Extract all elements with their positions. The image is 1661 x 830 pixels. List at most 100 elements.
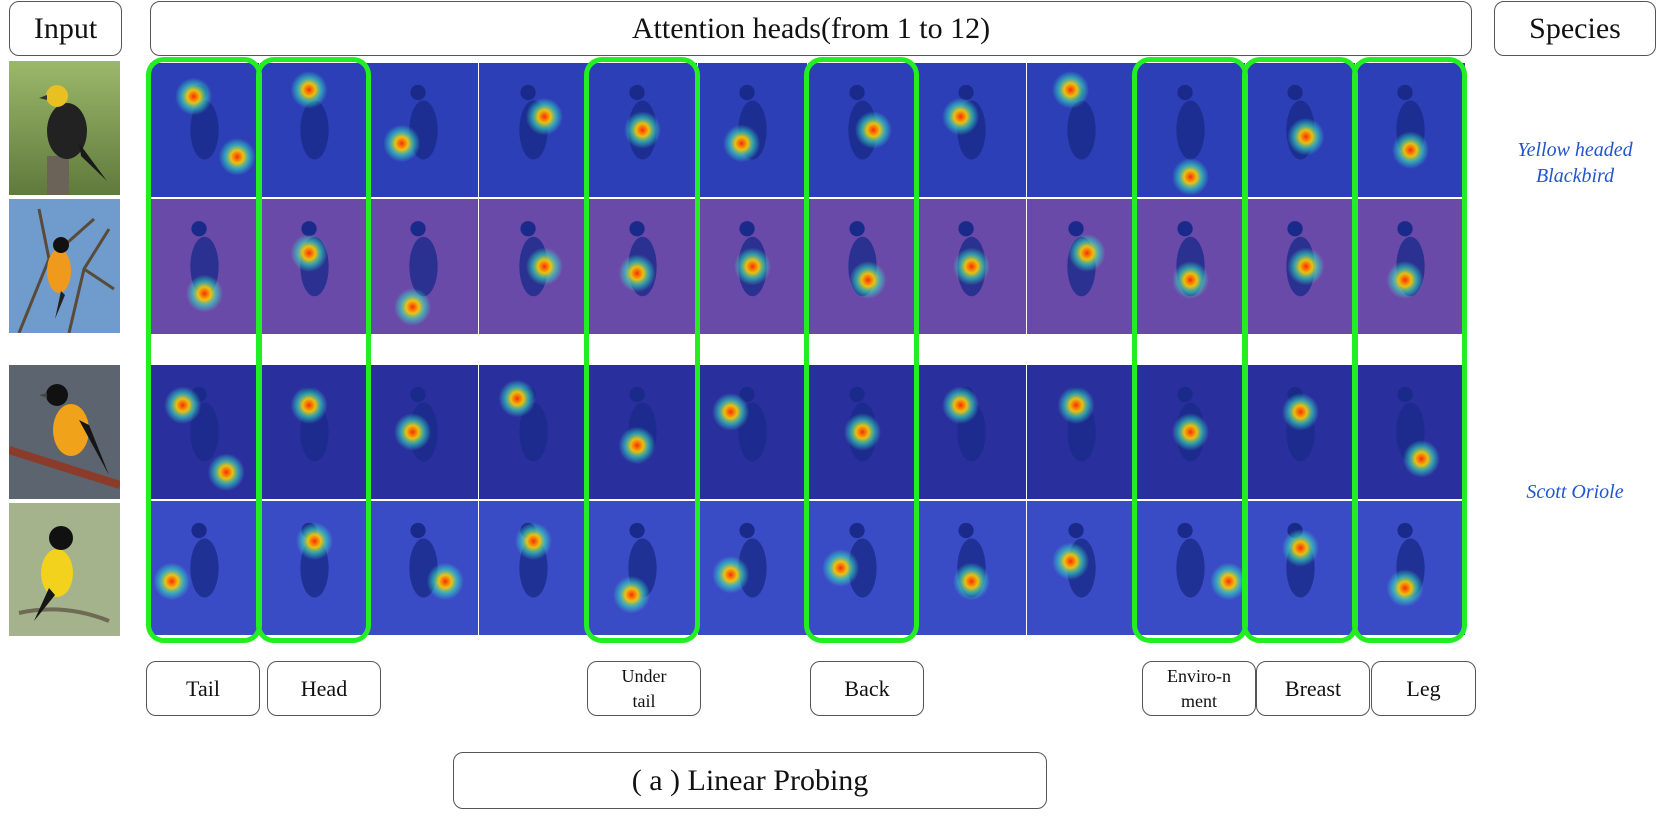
part-label-environment: Enviro-n ment [1142,661,1256,716]
attention-heatmap-icon [1355,199,1465,334]
heatmap-cell [1246,63,1355,197]
attention-heatmap-icon [1355,501,1465,635]
part-label-head-text: Head [300,675,348,701]
heatmap-cell [917,501,1027,635]
attention-heatmap-icon [478,365,588,499]
attention-heatmap-icon [698,63,807,197]
attention-heatmap-icon [1246,199,1355,334]
attention-heatmap-icon [698,199,807,334]
heatmap-cell [369,365,479,499]
heatmap-cell [1246,501,1355,635]
attention-heatmap-icon [588,63,698,197]
heatmap-cell [150,501,259,635]
heatmap-cell [478,501,588,635]
heatmap-cell [1026,199,1136,334]
species-header-label: Species [1529,11,1621,45]
heatmap-cell [917,365,1027,499]
part-label-enviro-text: Enviro-n [1167,665,1231,686]
attention-heatmap-icon [917,63,1027,197]
attention-heatmap-icon [807,199,917,334]
attention-heatmap-icon [807,501,917,635]
attention-heatmap-icon [1136,365,1246,499]
part-label-tail-text: Tail [186,675,220,701]
input-photo-2 [9,199,120,333]
heatmap-cell [1136,63,1246,197]
input-photo-3 [9,365,120,499]
heatmap-cell [588,199,698,334]
attention-heatmap-icon [1355,365,1465,499]
heatmap-cell [1026,501,1136,635]
heatmap-cell [698,365,807,499]
heatmap-cell [369,63,479,197]
input-header: Input [9,1,122,56]
attention-heatmap-icon [1136,63,1246,197]
heatmap-cell [807,501,917,635]
part-label-leg: Leg [1371,661,1476,716]
attention-heatmap-icon [1246,365,1355,499]
attention-heatmap-icon [369,199,479,334]
heatmap-cell [1355,63,1465,197]
attention-heatmap-icon [369,501,479,635]
heatmap-cell [917,63,1027,197]
head-highlight-box [803,57,920,643]
head-highlight-box [1351,57,1468,643]
head-highlight-box [1132,57,1248,643]
heatmap-cell [1026,365,1136,499]
attention-heatmap-icon [150,63,259,197]
head-highlight-box [1242,57,1358,643]
attention-heatmap-icon [588,501,698,635]
heatmap-cell [259,365,369,499]
heatmap-cell [698,199,807,334]
bird-photo-icon [9,199,120,333]
heatmap-cell [478,63,588,197]
part-label-under-text: Under [621,665,667,686]
part-label-under-tail: Under tail [587,661,701,716]
attention-heatmap-icon [1136,501,1246,635]
input-photo-4 [9,503,120,636]
part-label-back-text: Back [844,675,890,701]
heatmap-cell [1355,365,1465,499]
heatmap-cell [1026,63,1136,197]
attention-heatmap-icon [1026,199,1136,334]
attention-heatmap-icon [369,365,479,499]
part-label-breast: Breast [1256,661,1370,716]
attention-heatmap-icon [588,365,698,499]
attention-heatmap-icon [1355,63,1465,197]
attention-heatmap-icon [917,501,1027,635]
heatmap-cell [369,501,479,635]
attention-heatmap-icon [807,63,917,197]
heatmap-cell [807,199,917,334]
attention-heatmap-icon [1246,501,1355,635]
heatmap-cell [588,365,698,499]
attention-heatmap-icon [1026,365,1136,499]
species-label-1-line1: Yellow headed [1517,139,1633,161]
attention-heatmap-icon [478,199,588,334]
part-label-leg-text: Leg [1406,675,1441,701]
part-label-back: Back [810,661,924,716]
attention-heatmap-icon [259,199,369,334]
attention-heatmap-icon [1136,199,1246,334]
heatmap-cell [807,63,917,197]
part-label-breast-text: Breast [1284,675,1342,701]
heatmap-cell [478,199,588,334]
heatmap-cell [1246,199,1355,334]
heatmap-cell [259,63,369,197]
figure-caption-text: ( a ) Linear Probing [631,763,869,797]
attention-heatmap-icon [259,501,369,635]
species-label-2: Scott Oriole [1494,479,1656,505]
input-photo-1 [9,61,120,195]
attention-heatmap-icon [1026,501,1136,635]
attention-heatmap-icon [369,63,479,197]
heatmap-cell [588,501,698,635]
heatmap-cell [698,63,807,197]
head-highlight-box [146,57,262,643]
attention-heads-header: Attention heads(from 1 to 12) [150,1,1472,56]
part-label-tail: Tail [146,661,260,716]
species-label-1-line2: Blackbird [1535,165,1615,187]
heatmap-cell [259,501,369,635]
attention-heatmap-icon [1026,63,1136,197]
attention-heatmap-icon [917,365,1027,499]
heatmap-cell [807,365,917,499]
species-label-2-line1: Scott Oriole [1526,481,1624,503]
heatmap-cell [478,365,588,499]
